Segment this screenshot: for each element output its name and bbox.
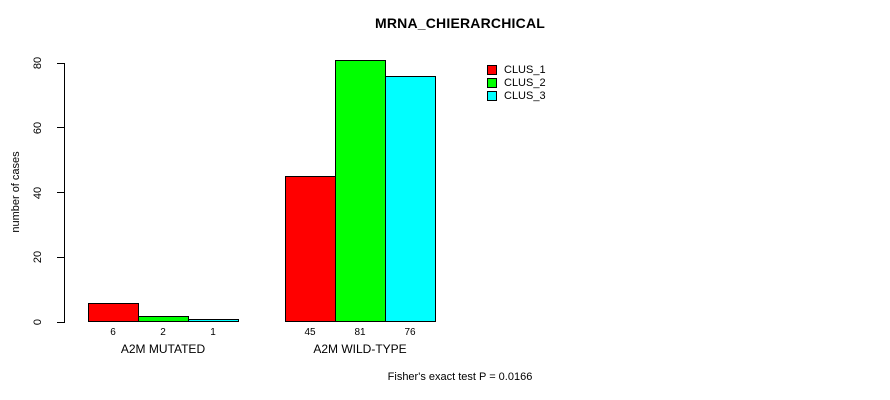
bar-clus_1-group1: [88, 303, 139, 322]
y-tick-mark-40: [57, 192, 65, 193]
y-tick-label-80: 80: [32, 56, 44, 70]
y-tick-label-20: 20: [32, 251, 44, 264]
legend-swatch-clus_2: [487, 77, 497, 88]
y-axis-title: number of cases: [10, 151, 22, 233]
legend-item-clus_2: CLUS_2: [487, 76, 546, 89]
legend-label-clus_1: CLUS_1: [504, 63, 546, 76]
legend-item-clus_1: CLUS_1: [487, 63, 546, 76]
bar-clus_2-group1: [138, 316, 189, 322]
bar-value-clus_2-group2: 81: [354, 327, 366, 338]
legend: CLUS_1 CLUS_2 CLUS_3: [487, 63, 546, 102]
y-tick-label-60: 60: [32, 121, 44, 134]
bar-value-clus_2-group1: 2: [160, 327, 166, 338]
bar-clus_3-group2: [385, 76, 436, 322]
category-label-group2: A2M WILD-TYPE: [313, 342, 407, 356]
y-tick-mark-80: [57, 62, 65, 64]
legend-label-clus_3: CLUS_3: [504, 89, 546, 102]
legend-label-clus_2: CLUS_2: [504, 76, 546, 89]
bar-value-clus_1-group2: 45: [304, 327, 316, 338]
legend-swatch-clus_3: [487, 90, 497, 101]
y-tick-mark-0: [57, 321, 65, 323]
chart-title: MRNA_CHIERARCHICAL: [374, 15, 546, 31]
bar-value-clus_1-group1: 6: [110, 327, 116, 338]
legend-swatch-clus_1: [487, 64, 497, 75]
bar-clus_1-group2: [285, 176, 336, 322]
annotation-text: Fisher's exact test P = 0.0166: [387, 371, 533, 383]
legend-item-clus_3: CLUS_3: [487, 89, 546, 102]
category-label-group1: A2M MUTATED: [120, 342, 206, 356]
bar-value-clus_3-group1: 1: [210, 327, 216, 338]
bar-clus_2-group2: [335, 60, 386, 322]
y-tick-mark-20: [57, 256, 65, 258]
bar-clus_3-group1: [188, 319, 239, 322]
y-tick-label-40: 40: [32, 186, 44, 199]
y-tick-mark-60: [57, 127, 65, 129]
y-axis-line: [64, 63, 65, 323]
bar-value-clus_3-group2: 76: [404, 327, 416, 338]
y-tick-label-0: 0: [32, 318, 44, 326]
